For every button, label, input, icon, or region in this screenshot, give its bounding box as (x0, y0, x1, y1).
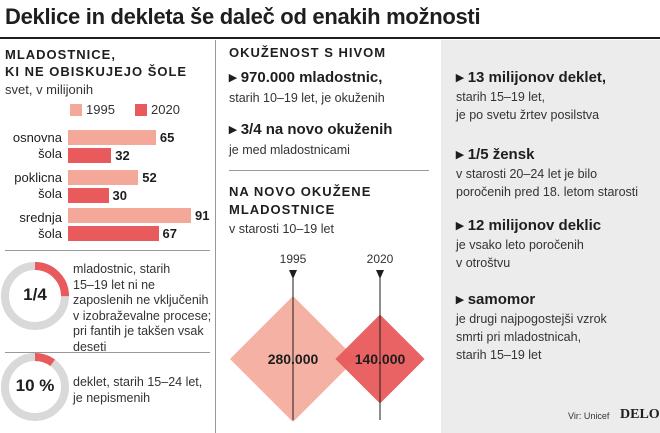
diamond-1995 (230, 296, 356, 422)
fact-text: je drugi najpogostejši vzrok smrti pri ml… (456, 310, 607, 364)
diamond-2020 (335, 314, 425, 404)
fact-text-line: starih 15–19 let, (456, 90, 545, 104)
hiv-heading: OKUŽENOST S HIVOM (229, 45, 387, 60)
fact-text-line: poročenih pred 18. letom starosti (456, 185, 639, 199)
fact-text-line: je vsako leto poročenih (456, 238, 584, 252)
donut-divider (5, 352, 210, 353)
title-rule (0, 37, 660, 39)
fact-head: ▸ 12 milijonov deklic (456, 217, 602, 234)
donut-description: deklet, starih 15–24 let, je nepismenih (73, 375, 202, 406)
donut-description-line: pri fantih je takšen vsak (73, 324, 204, 338)
legend-swatch-1995 (70, 104, 82, 116)
fact-head: ▸ 1/5 žensk (456, 146, 535, 163)
year-label: 2020 (367, 252, 394, 266)
facts-panel (441, 40, 660, 433)
bar-category-label: poklicna šola (14, 170, 62, 201)
donut-description-line: mladostnic, starih (73, 262, 171, 276)
donut-description-line: zaposlenih ne vključenih (73, 293, 209, 307)
bar-2020 (68, 226, 159, 241)
bar-value-label: 65 (159, 130, 175, 145)
donut-value-label: 1/4 (23, 285, 47, 304)
donut-description-line: v izobraževalne procese; (73, 308, 212, 323)
legend-swatch-2020 (135, 104, 147, 116)
hiv-fact1-head: ▸ 970.000 mladostnic, (229, 69, 383, 86)
brand-logo: DELO (620, 407, 660, 422)
bar-value-label: 67 (162, 226, 178, 241)
year-label: 1995 (280, 252, 307, 266)
bar-category-label: srednja šola (19, 210, 62, 241)
donut-ring (1, 262, 69, 330)
column-divider (215, 40, 216, 433)
diamond-value-label: 140.000 (355, 351, 406, 367)
donut-description-line: deseti (73, 339, 107, 354)
year-marker-arrow (376, 270, 384, 279)
page-title: Deklice in dekleta še daleč od enakih mo… (5, 4, 481, 29)
donut-description: mladostnic, starih 15–19 let ni ne zaposle… (73, 262, 211, 355)
bar-chart-heading-2: KI NE OBISKUJEJO ŠOLE (5, 64, 188, 79)
middle-divider (229, 170, 429, 171)
new-infections-heading-2: MLADOSTNICE (229, 202, 336, 217)
bar-1995 (68, 170, 139, 185)
hiv-fact2-head: ▸ 3/4 na novo okuženih (229, 121, 393, 138)
fact-head: ▸ samomor (456, 291, 536, 308)
bar-chart-heading-1: MLADOSTNICE, (5, 47, 116, 62)
hiv-fact1-head-text: 970.000 mladostnic, (240, 69, 383, 86)
donut-value-arc (1, 353, 69, 421)
diamond-value-label: 280.000 (268, 351, 319, 367)
bar-category-label: osnovna šola (12, 130, 62, 161)
fact-text-line: starih 15–19 let (456, 348, 542, 362)
donut-value-label: 10 % (15, 376, 55, 395)
bar-2020 (68, 188, 109, 203)
donut-description-line: je nepismenih (73, 390, 151, 405)
fact-text-line: v starosti 20–24 let je bilo (456, 167, 598, 181)
fact-head: ▸ 13 milijonov deklet, (456, 69, 607, 86)
fact-text-line: je drugi najpogostejši vzrok (456, 312, 607, 326)
legend-label-2020: 2020 (151, 102, 180, 117)
bar-value-label: 30 (112, 188, 128, 203)
fact-text-line: je po svetu žrtev posilstva (456, 108, 600, 122)
hiv-fact1-text: starih 10–19 let, je okuženih (229, 91, 385, 105)
left-divider (5, 250, 210, 251)
legend-label-1995: 1995 (86, 102, 115, 117)
bar-1995 (68, 208, 191, 223)
fact-text: starih 15–19 let, je po svetu žrtev posil… (456, 88, 599, 124)
bar-1995 (68, 130, 156, 145)
hiv-fact2-text: je med mladostnicami (229, 143, 350, 157)
bar-2020 (68, 148, 112, 163)
bar-value-label: 52 (142, 170, 157, 185)
bar-value-label: 91 (195, 208, 210, 223)
bar-chart-subheading: svet, v milijonih (5, 82, 94, 97)
new-infections-heading-1: NA NOVO OKUŽENE (229, 184, 372, 199)
fact-text: v starosti 20–24 let je bilo poročenih pr… (456, 165, 638, 201)
donut-value-arc (1, 262, 69, 330)
source-note: Vir: Unicef (568, 411, 610, 421)
hiv-fact2-head-text: 3/4 na novo okuženih (240, 121, 393, 138)
donut-ring (1, 353, 69, 421)
fact-text-line: smrti pri mladostnicah, (456, 330, 582, 344)
donut-description-line: 15–19 let ni ne (73, 277, 156, 292)
fact-text: je vsako leto poročenih v otroštvu (456, 236, 584, 272)
bar-value-label: 32 (115, 148, 130, 163)
new-infections-sub: v starosti 10–19 let (229, 222, 334, 236)
year-marker-arrow (289, 270, 297, 279)
donut-description-line: deklet, starih 15–24 let, (73, 375, 203, 389)
fact-text-line: v otroštvu (456, 256, 511, 270)
